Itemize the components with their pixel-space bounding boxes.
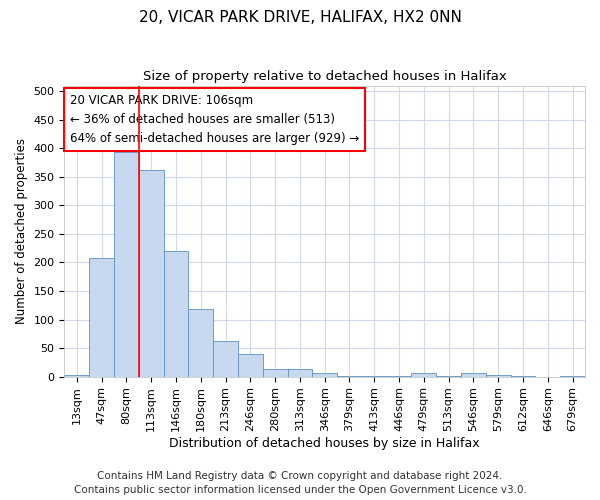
Y-axis label: Number of detached properties: Number of detached properties [15, 138, 28, 324]
Bar [287, 368, 313, 376]
Bar [238, 354, 263, 376]
Bar [139, 170, 164, 376]
Bar [313, 373, 337, 376]
Bar [164, 251, 188, 376]
Bar [213, 340, 238, 376]
Text: Contains HM Land Registry data © Crown copyright and database right 2024.
Contai: Contains HM Land Registry data © Crown c… [74, 471, 526, 495]
Bar [263, 368, 287, 376]
Text: 20, VICAR PARK DRIVE, HALIFAX, HX2 0NN: 20, VICAR PARK DRIVE, HALIFAX, HX2 0NN [139, 10, 461, 25]
Bar [188, 310, 213, 376]
X-axis label: Distribution of detached houses by size in Halifax: Distribution of detached houses by size … [169, 437, 480, 450]
Bar [114, 152, 139, 376]
Bar [461, 373, 486, 376]
Bar [89, 258, 114, 376]
Bar [412, 372, 436, 376]
Text: 20 VICAR PARK DRIVE: 106sqm
← 36% of detached houses are smaller (513)
64% of se: 20 VICAR PARK DRIVE: 106sqm ← 36% of det… [70, 94, 359, 146]
Title: Size of property relative to detached houses in Halifax: Size of property relative to detached ho… [143, 70, 506, 83]
